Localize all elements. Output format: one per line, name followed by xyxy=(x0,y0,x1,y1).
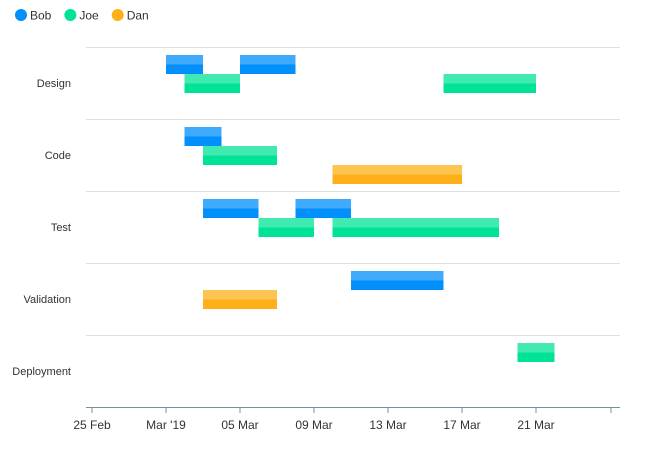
task-bar-joe-code[interactable] xyxy=(203,146,277,165)
category-label-validation: Validation xyxy=(24,294,72,306)
gridlines xyxy=(86,47,620,336)
task-bar-joe-test[interactable] xyxy=(258,218,315,237)
legend-label-dan[interactable]: Dan xyxy=(127,9,149,23)
task-bar-joe-design[interactable] xyxy=(184,74,241,93)
task-bar-bob-design[interactable] xyxy=(166,55,203,74)
x-tick-label: 25 Feb xyxy=(73,418,111,432)
legend-marker-joe[interactable] xyxy=(64,9,77,21)
category-label-design: Design xyxy=(37,78,71,90)
x-tick-label: 21 Mar xyxy=(517,418,554,432)
legend-marker-bob[interactable] xyxy=(15,9,27,21)
category-labels: Design Code Test Validation Deployment xyxy=(12,78,71,378)
task-bar-joe-test[interactable] xyxy=(332,218,500,237)
task-bar-bob-design[interactable] xyxy=(240,55,296,74)
x-tick-label: 13 Mar xyxy=(369,418,406,432)
legend-marker-dan[interactable] xyxy=(111,9,124,21)
task-bar-bob-test[interactable] xyxy=(203,199,259,218)
x-axis: 25 Feb Mar '19 05 Mar 09 Mar 13 Mar 17 Mar 21 … xyxy=(73,407,620,432)
x-tick-label: Mar '19 xyxy=(146,418,186,432)
legend-label-bob[interactable]: Bob xyxy=(30,9,52,23)
x-tick-label: 17 Mar xyxy=(443,418,480,432)
task-bar-bob-validation[interactable] xyxy=(351,271,444,290)
chart-legend: Bob Joe Dan xyxy=(15,9,149,23)
task-bars xyxy=(166,55,555,362)
task-bar-bob-code[interactable] xyxy=(184,127,222,146)
task-bar-dan-code[interactable] xyxy=(332,165,463,184)
category-label-deployment: Deployment xyxy=(12,366,71,378)
task-bar-dan-validation[interactable] xyxy=(203,290,277,309)
task-bar-bob-test[interactable] xyxy=(295,199,352,218)
task-bar-joe-design[interactable] xyxy=(443,74,537,93)
x-tick-label: 05 Mar xyxy=(221,418,258,432)
x-tick-label: 09 Mar xyxy=(295,418,332,432)
legend-label-joe[interactable]: Joe xyxy=(79,9,99,23)
task-bar-joe-deployment[interactable] xyxy=(517,343,555,362)
category-label-test: Test xyxy=(51,222,71,234)
category-label-code: Code xyxy=(45,150,71,162)
